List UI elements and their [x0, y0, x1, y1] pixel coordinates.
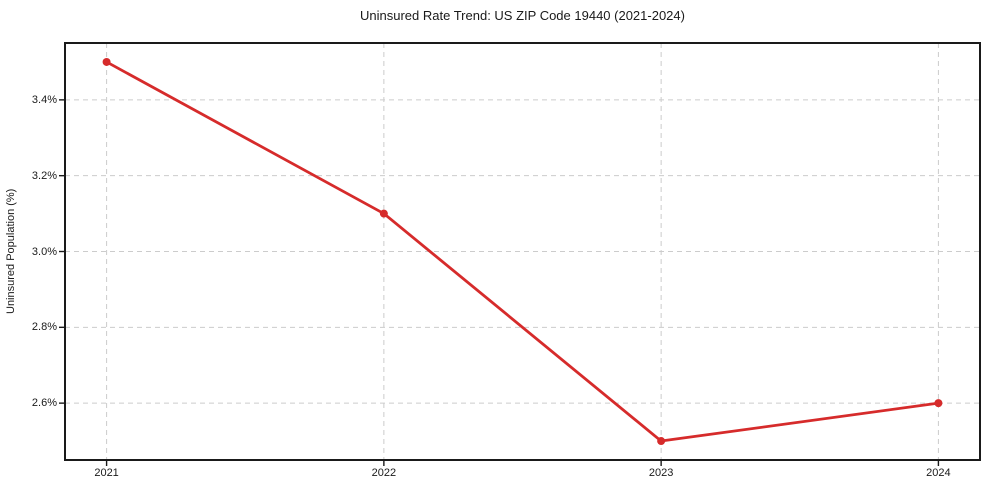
- x-tick-label: 2024: [926, 467, 951, 479]
- y-tick-label: 3.0%: [31, 245, 57, 258]
- x-tick-label: 2023: [648, 467, 674, 479]
- plot-area: [59, 42, 981, 466]
- x-tick-label: 2022: [371, 467, 397, 479]
- y-tick-label: 3.2%: [31, 169, 57, 182]
- y-tick-label: 2.6%: [31, 397, 57, 410]
- chart-title: Uninsured Rate Trend: US ZIP Code 19440 …: [360, 8, 685, 23]
- y-tick-label: 3.4%: [31, 93, 57, 106]
- y-tick-label: 2.8%: [31, 321, 57, 334]
- x-tick-label: 2021: [94, 467, 119, 479]
- plot-canvas: [59, 42, 981, 466]
